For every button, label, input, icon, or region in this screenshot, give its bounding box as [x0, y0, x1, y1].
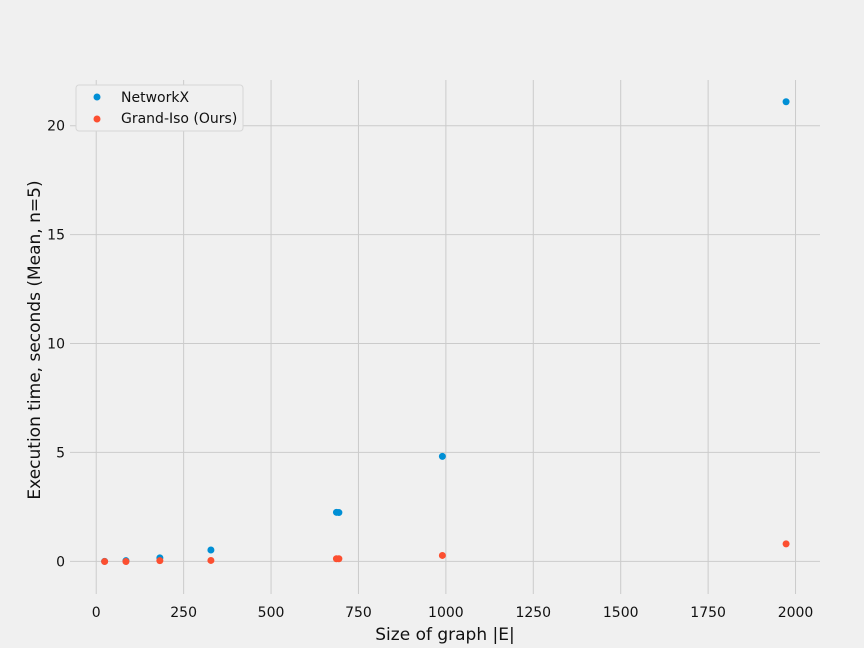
grid [70, 80, 820, 594]
legend: NetworkX Grand-Iso (Ours) [75, 84, 244, 132]
y-tick-label: 5 [56, 445, 65, 461]
data-points [101, 98, 790, 566]
plot-area [70, 80, 820, 594]
legend-label-networkx: NetworkX [121, 90, 189, 106]
x-axis-label: Size of graph |E| [375, 625, 514, 645]
y-tick-label: 10 [47, 337, 65, 353]
legend-marker-networkx [93, 93, 101, 101]
data-point [207, 546, 215, 554]
data-point [335, 509, 343, 517]
data-point [782, 98, 790, 106]
data-point [438, 551, 446, 559]
data-point [122, 558, 130, 566]
data-point [156, 557, 164, 565]
data-point [438, 452, 446, 460]
y-axis-label: Execution time, seconds (Mean, n=5) [25, 180, 45, 499]
x-tick-label: 1500 [603, 605, 639, 621]
data-point [101, 558, 109, 566]
x-tick-label: 250 [170, 605, 197, 621]
y-tick-label: 20 [47, 119, 65, 135]
series-1 [101, 540, 790, 566]
x-tick-label: 1750 [690, 605, 726, 621]
y-tick-labels: 0 5 10 15 20 [47, 119, 65, 571]
legend-box [75, 84, 244, 132]
x-tick-label: 500 [258, 605, 285, 621]
y-tick-label: 0 [56, 554, 65, 570]
x-tick-labels: 0 250 500 750 1000 1250 1500 1750 2000 [92, 605, 814, 621]
x-tick-label: 0 [92, 605, 101, 621]
legend-marker-grand-iso [93, 115, 101, 123]
legend-label-grand-iso: Grand-Iso (Ours) [121, 111, 237, 127]
x-tick-label: 1250 [515, 605, 551, 621]
data-point [335, 555, 343, 563]
x-tick-label: 2000 [778, 605, 814, 621]
data-point [207, 556, 215, 564]
x-tick-label: 1000 [428, 605, 464, 621]
y-tick-label: 15 [47, 228, 65, 244]
x-tick-label: 750 [345, 605, 372, 621]
data-point [782, 540, 790, 548]
